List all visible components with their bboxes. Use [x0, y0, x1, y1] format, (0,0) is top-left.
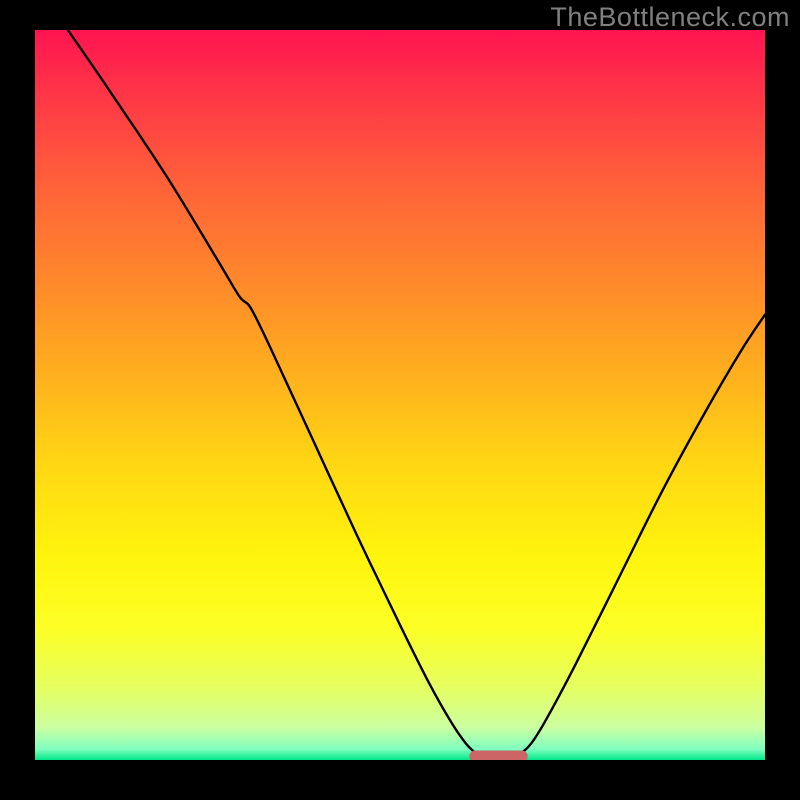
- bottleneck-chart: [35, 30, 765, 760]
- watermark-text: TheBottleneck.com: [550, 2, 790, 33]
- chart-background: [35, 30, 765, 760]
- optimal-range-marker: [469, 751, 527, 760]
- chart-svg: [35, 30, 765, 760]
